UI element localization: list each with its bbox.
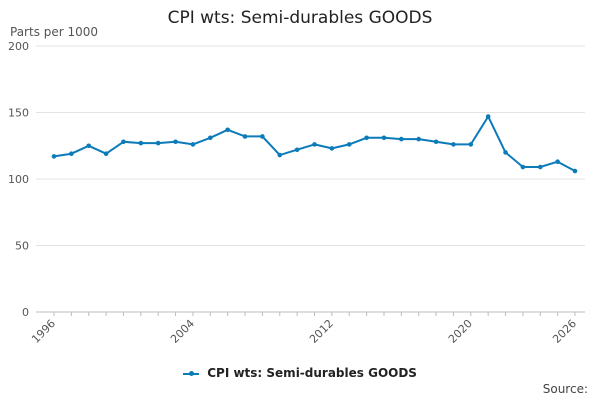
data-point [485,114,491,119]
data-point [138,140,144,146]
source-label: Source: [542,382,588,396]
data-point [155,140,161,146]
data-point [399,136,404,142]
data-point [225,127,230,133]
data-point [190,142,196,147]
x-tick-label: 1996 [29,317,58,346]
y-tick-label: 0 [22,306,29,319]
y-tick-label: 100 [8,173,29,186]
data-point [468,142,474,147]
legend-marker-icon [183,369,200,378]
data-point [121,139,126,145]
y-tick-label: 50 [15,240,29,253]
data-point [86,143,92,149]
data-point [520,164,526,170]
data-point [433,139,439,145]
legend-label: CPI wts: Semi-durables GOODS [207,366,417,380]
data-point [277,152,283,158]
data-point [364,135,369,141]
data-point [572,168,578,174]
data-point [312,142,317,147]
data-point [242,134,248,139]
series-layer [51,114,578,174]
gridlines [36,45,585,246]
y-tick-label: 200 [8,40,29,53]
data-point [451,142,456,147]
y-tick-label: 150 [8,107,29,120]
data-point [51,154,57,159]
data-point [260,134,265,139]
data-point [329,146,335,151]
data-point [503,150,508,155]
data-point [103,151,109,157]
data-point [294,147,300,153]
data-point [381,135,387,141]
data-point [416,136,422,142]
data-point [346,142,352,147]
x-tick-label: 2026 [550,317,579,346]
data-point [69,151,74,157]
chart-title: CPI wts: Semi-durables GOODS [167,8,433,28]
data-point [555,159,560,165]
axes: 0 50 100 150 200 1996 2004 2012 2020 2026 [8,40,585,346]
y-axis-label: Parts per 1000 [10,25,99,39]
legend: CPI wts: Semi-durables GOODS [0,366,600,380]
data-point [173,139,178,145]
data-point [537,164,543,170]
x-tick-label: 2020 [446,317,475,346]
x-tick-label: 2012 [307,317,336,346]
x-tick-label: 2004 [168,317,197,346]
data-point [208,135,213,141]
